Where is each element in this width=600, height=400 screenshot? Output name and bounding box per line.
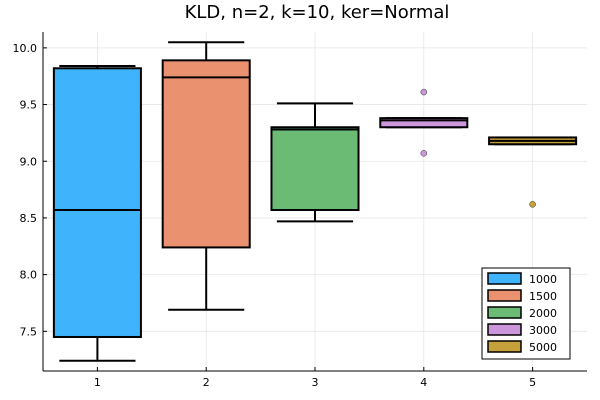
y-tick-label: 10.0 <box>13 42 38 55</box>
box <box>52 67 142 338</box>
y-tick-label: 9.5 <box>20 99 38 112</box>
legend: 1000 1500 2000 3000 5000 <box>481 267 571 360</box>
y-tick-label: 7.5 <box>20 325 38 338</box>
legend-swatch <box>487 323 522 336</box>
y-tick-label: 8.5 <box>20 212 38 225</box>
box <box>161 59 251 249</box>
y-tick-label: 8.0 <box>20 269 38 282</box>
outlier-point <box>529 201 536 208</box>
x-tick-label: 2 <box>203 376 210 389</box>
legend-swatch <box>487 272 522 285</box>
outlier-point <box>420 88 427 96</box>
legend-label: 1000 <box>529 273 557 286</box>
x-tick-label: 3 <box>312 376 319 389</box>
y-tick-label: 9.0 <box>20 155 38 168</box>
legend-label: 2000 <box>529 307 557 320</box>
legend-swatch <box>487 340 522 353</box>
box-series-1000 <box>52 65 142 362</box>
x-tick-label: 1 <box>94 376 101 389</box>
outlier-point <box>420 150 427 157</box>
chart-title: KLD, n=2, k=10, ker=Normal <box>185 2 450 23</box>
plot-area <box>52 41 578 362</box>
box-series-2000 <box>270 102 360 223</box>
box-series-1500 <box>161 41 251 311</box>
legend-swatch <box>487 306 522 319</box>
axes: 1 2 3 4 5 7.5 8.0 8.5 9.0 9.5 10.0 <box>13 32 587 389</box>
x-tick-label: 5 <box>529 376 536 389</box>
box-series-5000 <box>488 136 578 208</box>
legend-label: 1500 <box>529 290 557 303</box>
legend-label: 3000 <box>529 324 557 337</box>
box <box>379 117 469 129</box>
legend-label: 5000 <box>529 341 557 354</box>
legend-swatch <box>487 289 522 302</box>
box <box>270 126 360 212</box>
x-tick-label: 4 <box>420 376 427 389</box>
box-series-3000 <box>379 88 469 157</box>
